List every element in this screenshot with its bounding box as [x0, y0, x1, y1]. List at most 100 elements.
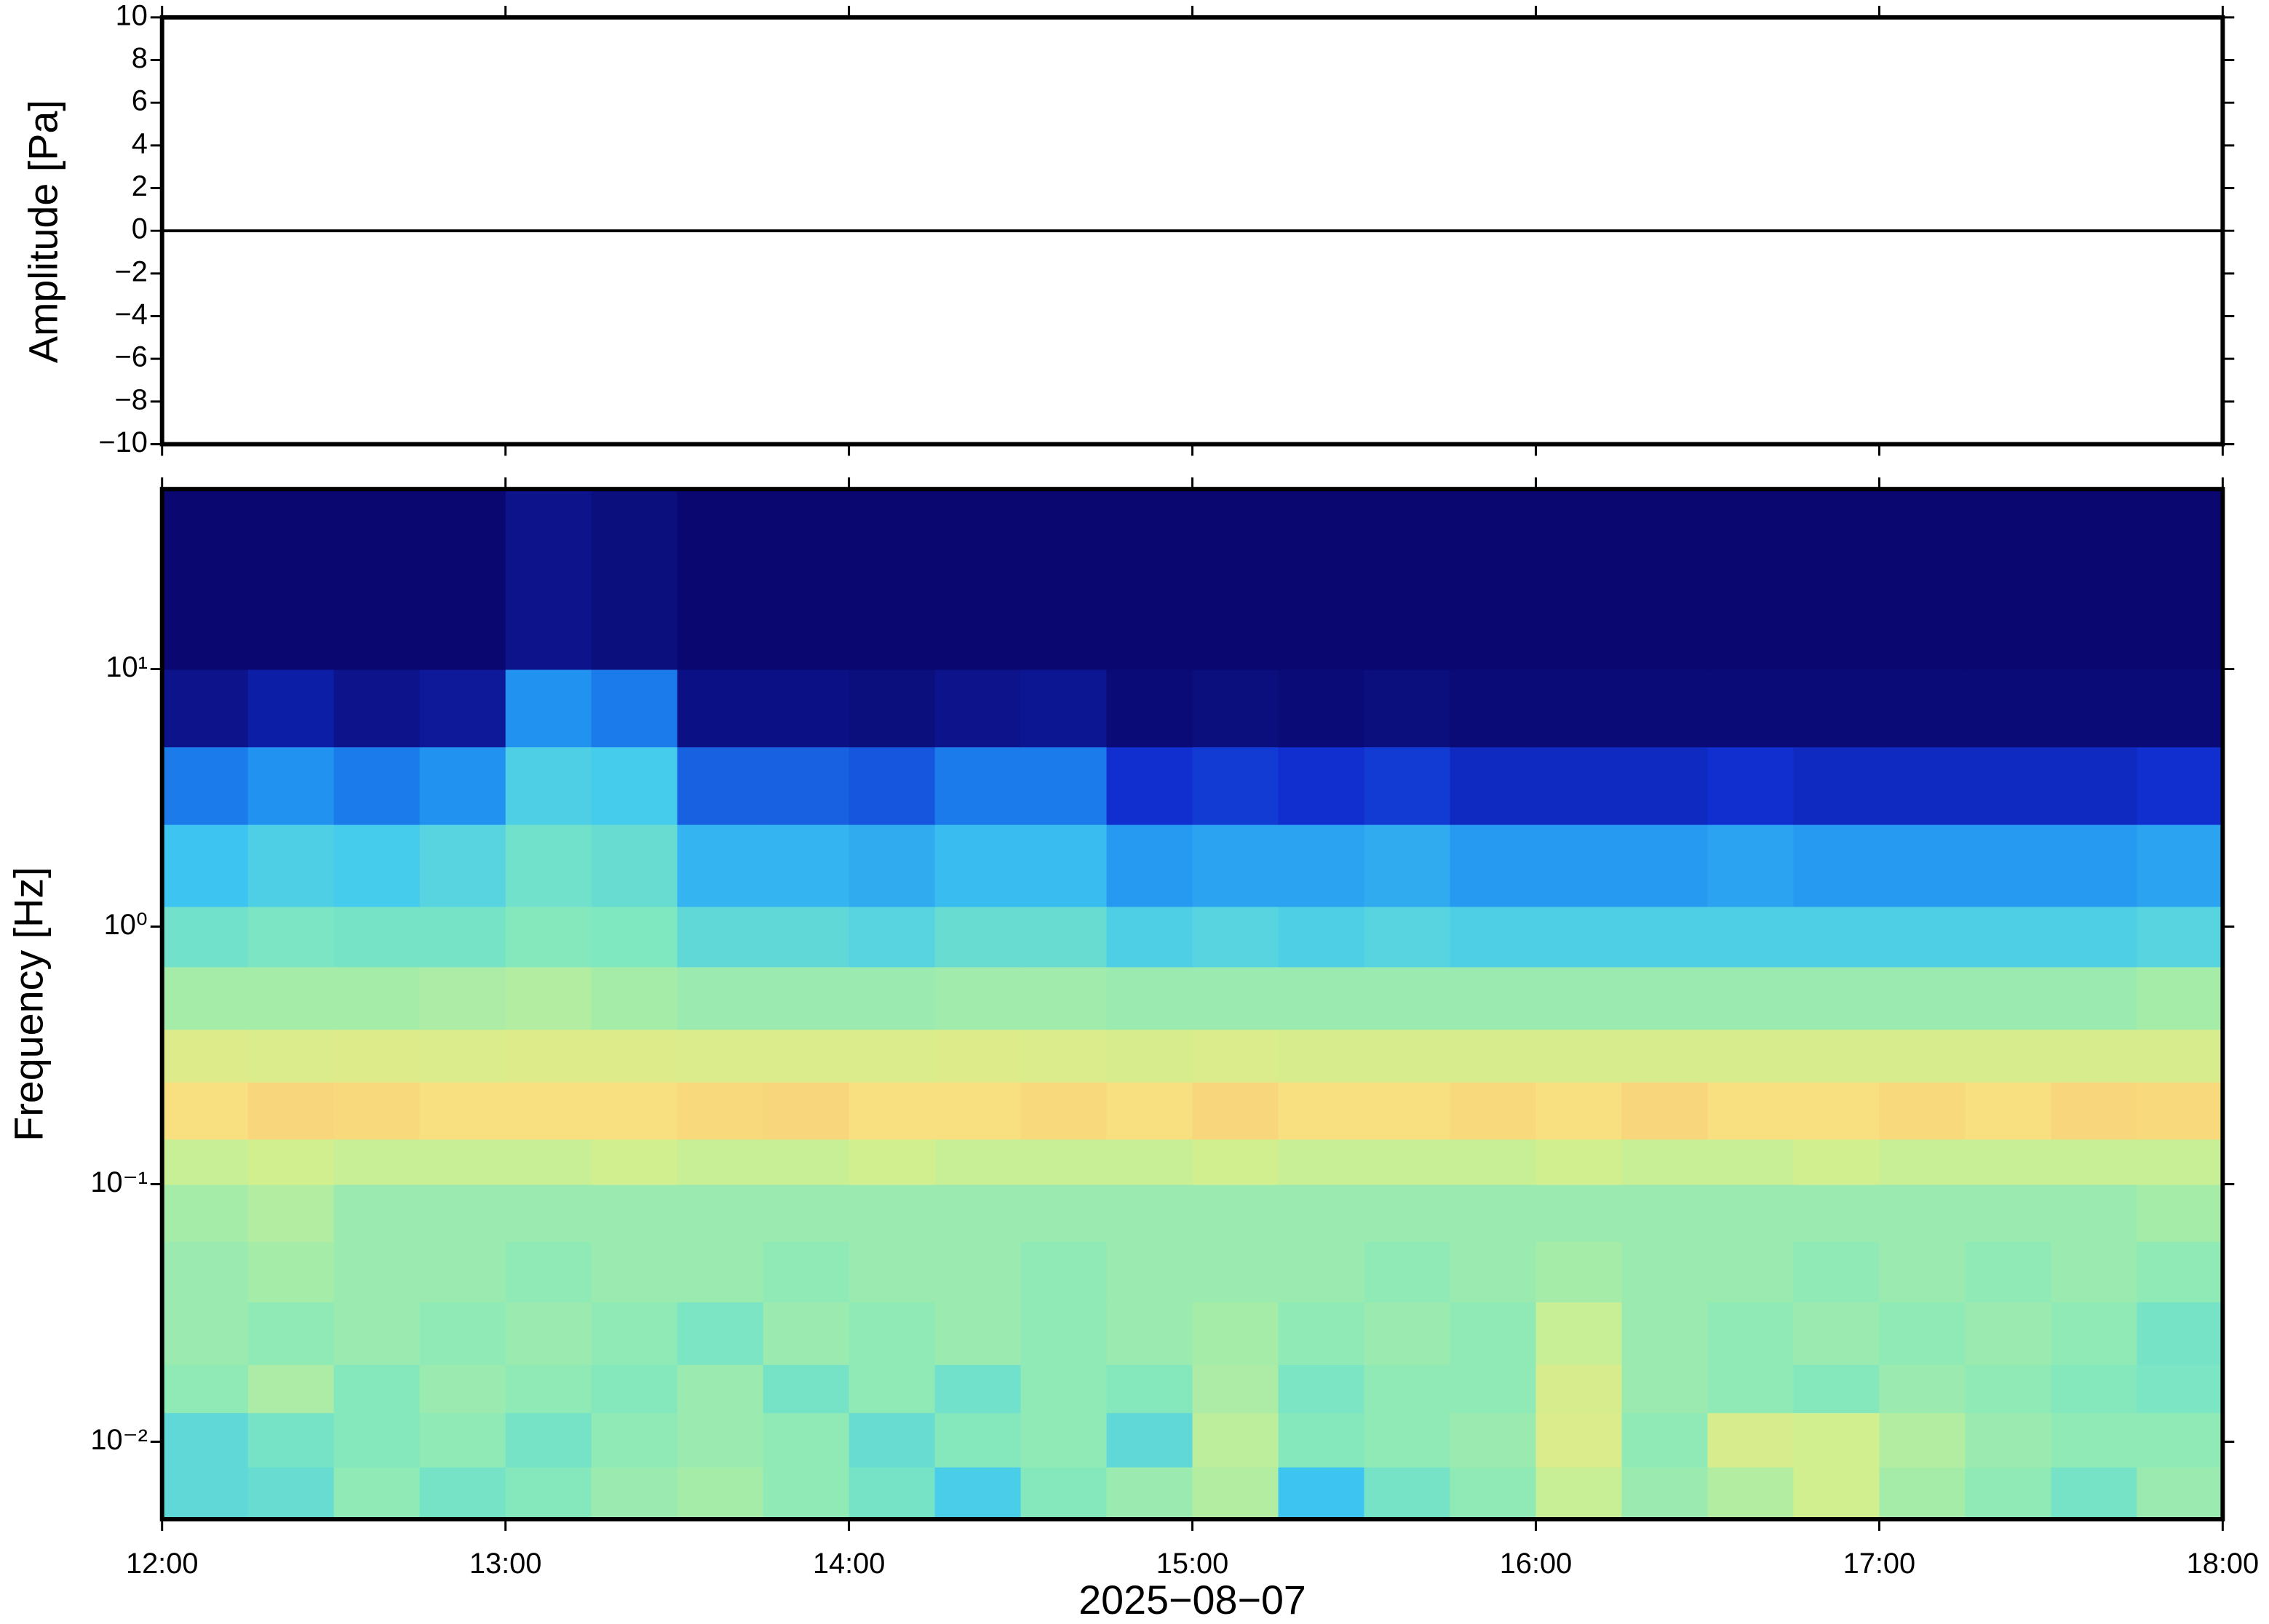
cell — [677, 1241, 764, 1302]
cell — [162, 1412, 249, 1468]
spectrogram — [162, 489, 2224, 1521]
cell — [1450, 906, 1537, 968]
cell — [763, 1081, 850, 1140]
cell — [419, 1029, 506, 1083]
cell — [1450, 489, 1537, 670]
cell — [333, 966, 421, 1030]
cell — [2137, 1412, 2224, 1468]
cell — [2051, 1184, 2138, 1243]
cell — [1106, 747, 1193, 825]
cell — [591, 1184, 678, 1243]
cell — [1020, 824, 1108, 907]
cell — [677, 489, 764, 670]
cell — [1020, 966, 1108, 1030]
y-tick-label: 10⁻¹ — [90, 1166, 147, 1198]
cell — [1192, 1184, 1279, 1243]
cell — [934, 1139, 1022, 1185]
cell — [1020, 1081, 1108, 1140]
cell — [591, 966, 678, 1030]
cell — [1965, 1412, 2052, 1468]
cell — [419, 824, 506, 907]
cell — [162, 489, 249, 670]
cell — [1793, 824, 1880, 907]
cell — [763, 824, 850, 907]
cell — [505, 1364, 592, 1414]
cell — [162, 1139, 249, 1185]
cell — [1535, 1029, 1623, 1083]
cell — [505, 1412, 592, 1468]
cell — [591, 1301, 678, 1365]
cell — [1364, 1081, 1451, 1140]
cell — [333, 1301, 421, 1365]
cell — [1879, 1466, 1966, 1521]
y-tick-label: 4 — [132, 127, 148, 159]
cell — [1192, 824, 1279, 907]
cell — [1278, 966, 1365, 1030]
cell — [505, 489, 592, 670]
cell — [1020, 1029, 1108, 1083]
cell — [2137, 1184, 2224, 1243]
cell — [162, 1364, 249, 1414]
cell — [1707, 489, 1795, 670]
cell — [849, 966, 936, 1030]
cell — [1879, 966, 1966, 1030]
cell — [2051, 1029, 2138, 1083]
cell — [247, 1029, 335, 1083]
cell — [1106, 1081, 1193, 1140]
cell — [333, 1364, 421, 1414]
cell — [2137, 1139, 2224, 1185]
cell — [1879, 747, 1966, 825]
cell — [591, 824, 678, 907]
y-tick-label: −10 — [98, 426, 147, 458]
cell — [2051, 1301, 2138, 1365]
x-tick-label: 18:00 — [2187, 1548, 2260, 1580]
cell — [2051, 824, 2138, 907]
cell — [162, 1184, 249, 1243]
cell — [934, 966, 1022, 1030]
cell — [1879, 1081, 1966, 1140]
cell — [1020, 489, 1108, 670]
cell — [162, 1081, 249, 1140]
cell — [1621, 1301, 1709, 1365]
cell — [2137, 966, 2224, 1030]
y-tick-label: 2 — [132, 170, 148, 202]
cell — [333, 906, 421, 968]
cell — [333, 1081, 421, 1140]
cell — [1278, 1184, 1365, 1243]
cell — [162, 1029, 249, 1083]
cell — [763, 669, 850, 748]
cell — [247, 1241, 335, 1302]
cell — [162, 1241, 249, 1302]
cell — [677, 747, 764, 825]
cell — [2137, 1301, 2224, 1365]
cell — [2051, 1081, 2138, 1140]
cell — [1106, 1301, 1193, 1365]
cell — [247, 1081, 335, 1140]
cell — [505, 1139, 592, 1185]
cell — [1965, 1301, 2052, 1365]
cell — [1965, 1184, 2052, 1243]
cell — [419, 1241, 506, 1302]
cell — [1364, 747, 1451, 825]
cell — [1364, 1139, 1451, 1185]
cell — [2137, 669, 2224, 748]
cell — [1535, 824, 1623, 907]
cell — [1621, 1184, 1709, 1243]
cell — [849, 489, 936, 670]
cell — [1278, 1412, 1365, 1468]
cell — [1707, 1301, 1795, 1365]
y-tick-label: 10 — [116, 0, 148, 31]
cell — [247, 747, 335, 825]
cell — [2137, 747, 2224, 825]
cell — [1020, 669, 1108, 748]
cell — [1450, 966, 1537, 1030]
cell — [591, 1081, 678, 1140]
cell — [2051, 1241, 2138, 1302]
cell — [1192, 1139, 1279, 1185]
cell — [2137, 1466, 2224, 1521]
cell — [1450, 1029, 1537, 1083]
cell — [247, 1139, 335, 1185]
cell — [763, 747, 850, 825]
cell — [505, 824, 592, 907]
cell — [1278, 1029, 1365, 1083]
